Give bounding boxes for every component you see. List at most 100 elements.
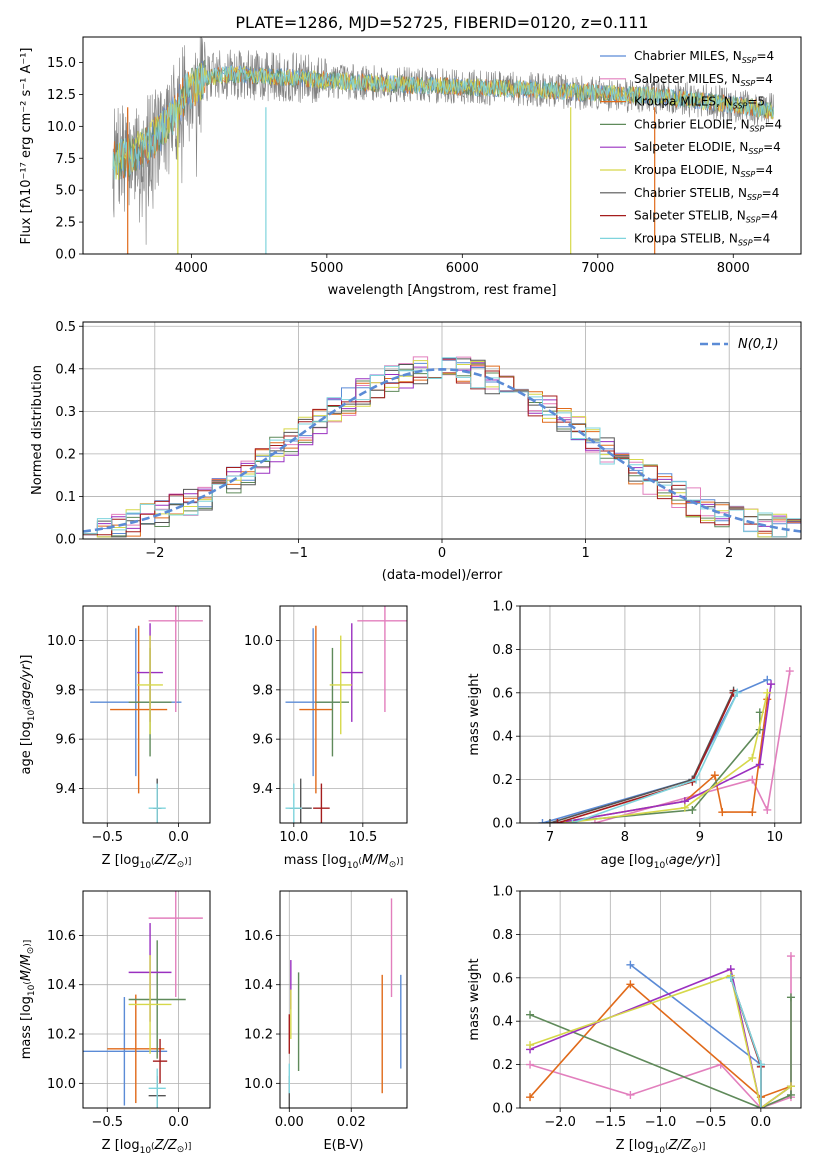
series-chabrier-miles [538,675,772,823]
series-marker [756,1060,765,1069]
plot-area [112,37,774,254]
legend-label-sub: SSP [742,56,757,65]
label-part: age/yr [19,663,34,706]
legend-label-main: Chabrier ELODIE, N [634,117,750,131]
y-tick-label: 0.2 [492,773,513,788]
series-marker [545,819,554,823]
series-kroupa-stelib [726,973,765,1108]
y-axis-label: age [log10(age/yr)] [19,654,37,774]
series-line [529,997,792,1108]
legend-label-sub: SSP [750,124,765,133]
x-tick-label: 5000 [310,261,343,276]
series-marker [568,819,577,823]
legend-label: Kroupa ELODIE, NSSP=4 [634,163,773,179]
legend-label-main: Kroupa MILES, N [634,95,733,109]
label-part: Z/Z [668,1138,692,1153]
y-tick-label: 0.4 [492,730,513,745]
histogram-kroupa-stelib [83,357,801,538]
x-tick-label: 0.00 [275,1115,304,1130]
x-axis-label: age [log10(age/yr)] [600,853,720,871]
series-marker [526,1060,535,1069]
legend-label: N(0,1) [738,337,779,352]
series-line [529,974,792,1108]
legend-label-main: Salpeter ELODIE, N [634,140,748,154]
series-marker [590,819,599,823]
legend-label-tail: =4 [755,163,773,177]
series-marker [786,993,795,1002]
legend-label-tail: =4 [763,140,781,154]
series-line [564,692,769,823]
series-line [529,983,792,1099]
legend-label: Chabrier ELODIE, NSSP=4 [634,117,782,133]
y-tick-label: 0.8 [492,643,513,658]
y-tick-label: 0.6 [492,971,513,986]
axes-frame [279,890,408,1109]
panel-mass_vs_ebv: 0.00 0.02 10.0 10.2 10.4 10.6 E(B-V) [244,890,408,1153]
label-part: Z/Z [154,1138,178,1153]
label-part: 10 [27,710,37,722]
errorbar-salpeter-miles [357,606,407,713]
y-axis-label: mass weight [467,673,482,755]
y-tick-label: 0.0 [492,817,513,832]
y-axis-label: mass weight [467,958,482,1040]
y-tick-label: 10.6 [47,929,76,944]
errorbar-kroupa-stelib [148,1068,166,1108]
series-chabrier-stelib [545,686,738,823]
x-tick-label: 0.02 [337,1115,366,1130]
series-marker [526,1010,535,1019]
x-tick-label: 10 [766,830,783,845]
legend-label-main: Salpeter STELIB, N [634,209,746,223]
x-axis-label: E(B-V) [323,1138,363,1153]
label-part: ( [358,857,362,867]
series-salpeter-elodie [553,680,776,823]
panel-weight_vs_Z: −2.0 −1.5 −1.0 −0.5 0.0 0.0 0.2 0.4 0.6 0.8 1.0 Z [… [467,885,802,1156]
x-tick-label: 8000 [717,261,750,276]
panel-mass_vs_Z: −0.5 0.010.010.210.410.6Z [log10(Z/Z⊙)]ma… [19,890,211,1156]
series-marker [786,1082,795,1091]
label-part: mass [log [284,853,347,868]
x-tick-label: 10.0 [279,830,308,845]
series-chabrier-elodie [526,993,795,1108]
panel-spectrum: 4000 5000 6000 7000 8000 0.0 2.5 5.0 7.5 10.0 12.5… [19,36,802,298]
label-part: ⊙ [389,860,397,870]
label-part: ( [151,857,155,867]
errorbar-salpeter-miles [148,891,203,998]
x-axis-label: mass [log10(M/M⊙)] [284,853,404,871]
label-part: age [log [19,721,34,774]
y-tick-label: 10.2 [47,1028,76,1043]
series-marker [553,819,562,823]
label-part: age/yr [669,853,712,868]
errorbar-kroupa-elodie [128,955,172,1054]
axes-frame [519,605,802,824]
label-part: Z [log [102,853,140,868]
label-part: Z/Z [154,853,178,868]
legend-label: Kroupa STELIB, NSSP=4 [634,231,770,247]
series-marker [626,980,635,989]
label-part: 10 [27,984,37,996]
series-marker [526,1093,535,1102]
label-part: 10 [140,1146,152,1156]
legend-label-main: Chabrier STELIB, N [634,186,747,200]
x-tick-label: 0.0 [751,1115,772,1130]
x-axis-label: Z [log10(Z/Z⊙)] [102,853,192,871]
series-chabrier-elodie [545,708,764,823]
y-tick-label: 10.4 [244,978,273,993]
axes-frame [82,36,802,255]
y-tick-label: 10.2 [244,1028,273,1043]
label-part: Z [log [616,1138,654,1153]
errorbar-kroupa-miles [107,994,165,1104]
series-marker [718,808,727,817]
x-tick-label: 0 [438,546,446,561]
errorbar-salpeter-stelib [313,783,330,823]
y-tick-label: 2.5 [55,216,76,231]
plot-area [288,898,402,1108]
y-tick-label: 9.8 [55,683,76,698]
legend-label: Salpeter ELODIE, NSSP=4 [634,140,781,156]
label-part: M/M [19,954,34,981]
series-marker [692,775,701,784]
label-part: 10 [654,861,666,871]
series-marker [786,952,795,961]
series-marker [726,973,735,982]
series-marker [763,688,772,697]
